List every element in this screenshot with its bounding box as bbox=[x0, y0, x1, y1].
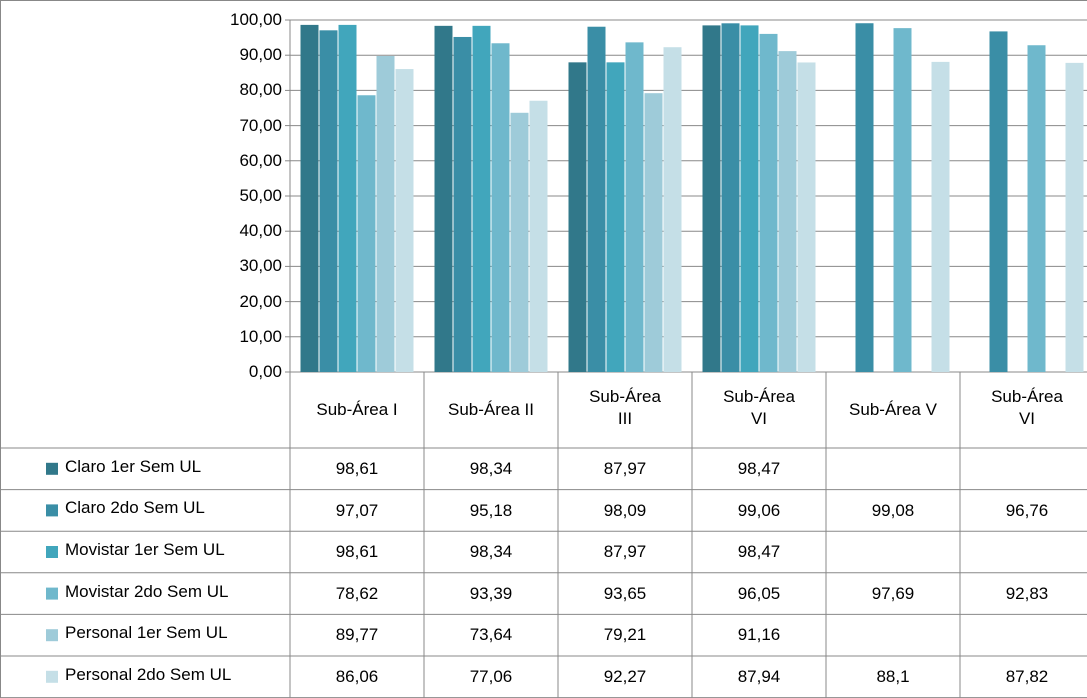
bar bbox=[740, 25, 759, 373]
data-label: 93,65 bbox=[603, 583, 647, 603]
data-label: 98,34 bbox=[469, 542, 513, 562]
data-label: 97,69 bbox=[871, 583, 915, 603]
x-tick-label: Sub-Área I bbox=[316, 400, 398, 419]
legend-key bbox=[46, 587, 58, 600]
bar bbox=[472, 25, 491, 372]
data-label: 87,97 bbox=[603, 542, 647, 562]
y-tick-label: 40,00 bbox=[239, 221, 282, 241]
data-label: 91,16 bbox=[737, 625, 781, 645]
data-label: 89,77 bbox=[335, 625, 379, 645]
y-tick-label: 20,00 bbox=[239, 291, 282, 311]
bar bbox=[491, 43, 510, 372]
bar bbox=[778, 51, 797, 373]
data-label: 78,62 bbox=[335, 583, 379, 603]
data-label: 96,05 bbox=[737, 583, 781, 603]
data-label: 98,61 bbox=[335, 459, 379, 478]
bar bbox=[357, 95, 376, 372]
bar bbox=[644, 93, 663, 373]
data-label: 87,94 bbox=[737, 667, 781, 686]
x-tick-label: Sub-Área V bbox=[849, 400, 937, 419]
x-tick-label: Sub-Área VI bbox=[991, 387, 1063, 428]
bar bbox=[663, 47, 682, 373]
bar bbox=[759, 33, 778, 373]
data-label: 79,21 bbox=[603, 625, 647, 645]
data-label: 92,83 bbox=[1005, 583, 1049, 603]
data-label: 98,09 bbox=[603, 500, 647, 520]
bar bbox=[434, 25, 453, 372]
y-tick-label: 80,00 bbox=[239, 80, 282, 100]
data-label: 97,07 bbox=[335, 500, 379, 520]
data-label: 88,1 bbox=[876, 667, 910, 686]
bar bbox=[510, 112, 529, 372]
data-label: 87,82 bbox=[1005, 667, 1049, 686]
bar bbox=[1027, 45, 1046, 372]
y-tick-label: 30,00 bbox=[239, 256, 282, 276]
data-label: 86,06 bbox=[335, 667, 379, 686]
bar bbox=[721, 23, 740, 372]
bar bbox=[395, 69, 414, 373]
x-tick-label: Sub-Área VI bbox=[723, 387, 795, 428]
legend-key bbox=[46, 629, 58, 642]
legend-key bbox=[46, 670, 58, 683]
bar bbox=[797, 62, 816, 372]
bar bbox=[568, 62, 587, 372]
bar bbox=[1065, 62, 1084, 373]
bar bbox=[931, 61, 950, 372]
bar bbox=[587, 26, 606, 372]
bar bbox=[453, 36, 472, 372]
legend-label: Movistar 1er Sem UL bbox=[65, 540, 225, 559]
y-tick-label: 60,00 bbox=[239, 150, 282, 170]
bar bbox=[529, 100, 548, 372]
legend-label: Claro 1er Sem UL bbox=[65, 456, 202, 476]
y-tick-label: 0,00 bbox=[248, 362, 282, 381]
legend-label: Movistar 2do Sem UL bbox=[65, 581, 229, 601]
bar bbox=[376, 56, 395, 372]
legend-label: Claro 2do Sem UL bbox=[65, 498, 205, 518]
legend-key bbox=[46, 462, 58, 475]
legend-label: Personal 2do Sem UL bbox=[65, 664, 232, 684]
data-label: 92,27 bbox=[603, 667, 647, 686]
legend-label: Personal 1er Sem UL bbox=[65, 623, 228, 643]
y-tick-label: 70,00 bbox=[239, 115, 282, 135]
bar bbox=[893, 28, 912, 373]
bar bbox=[338, 24, 357, 373]
data-label: 96,76 bbox=[1005, 500, 1049, 520]
data-label: 98,47 bbox=[737, 542, 781, 562]
x-tick-label: Sub-Área II bbox=[448, 400, 534, 419]
data-label: 73,64 bbox=[469, 625, 513, 645]
data-label: 98,34 bbox=[469, 459, 513, 478]
legend-key bbox=[46, 546, 58, 558]
data-label: 77,06 bbox=[469, 667, 513, 686]
data-label: 95,18 bbox=[469, 500, 513, 520]
data-label: 87,97 bbox=[603, 459, 647, 478]
bar bbox=[319, 30, 338, 373]
bar bbox=[606, 62, 625, 372]
data-label: 99,06 bbox=[737, 500, 781, 520]
y-tick-label: 100,00 bbox=[230, 10, 282, 29]
x-tick-label: Sub-Área III bbox=[589, 387, 661, 428]
data-label: 99,08 bbox=[871, 500, 915, 520]
bar bbox=[300, 24, 319, 373]
data-label: 93,39 bbox=[469, 583, 513, 603]
bar bbox=[989, 31, 1008, 373]
bar bbox=[625, 42, 644, 373]
data-label: 98,47 bbox=[737, 459, 781, 478]
legend-key bbox=[46, 504, 58, 517]
y-tick-label: 10,00 bbox=[239, 326, 282, 346]
bar bbox=[702, 25, 721, 373]
data-label: 98,61 bbox=[335, 542, 379, 562]
bar bbox=[855, 23, 874, 372]
y-tick-label: 50,00 bbox=[239, 186, 282, 205]
y-tick-label: 90,00 bbox=[239, 45, 282, 65]
